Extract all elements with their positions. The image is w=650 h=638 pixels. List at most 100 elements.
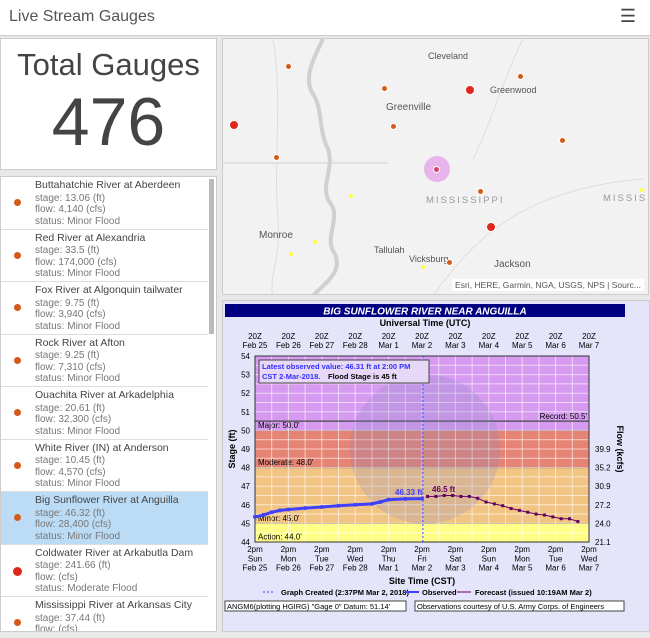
observed-point [353, 502, 358, 507]
map-attribution: Esri, HERE, Garmin, NGA, USGS, NPS | Sou… [452, 279, 644, 291]
gauge-marker[interactable] [486, 222, 496, 232]
y2-tick-label: 24.0 [595, 519, 611, 528]
bottom-tick-label: Mar 4 [479, 564, 500, 573]
bottom-tick-label: Mar 3 [445, 564, 466, 573]
gauge-stage: stage: 46.32 (ft) [35, 507, 106, 519]
gauge-marker[interactable] [465, 85, 475, 95]
observed-point [269, 510, 274, 515]
observed-point [378, 500, 383, 505]
gauge-marker[interactable] [477, 188, 484, 195]
gauge-status: status: Minor Flood [35, 425, 121, 437]
gauge-marker[interactable] [559, 137, 566, 144]
gauge-flow: flow: 4,140 (cfs) [35, 204, 106, 216]
observed-point [420, 496, 424, 501]
gauge-marker[interactable] [289, 252, 293, 256]
x-axis-label: Site Time (CST) [389, 576, 455, 586]
gauge-list-item[interactable]: Fox River at Algonquin tailwater stage: … [1, 282, 208, 335]
gauge-list-item[interactable]: Red River at Alexandria stage: 33.5 (ft)… [1, 230, 208, 282]
gauge-marker[interactable] [390, 123, 397, 130]
top-tick-label: Mar 6 [545, 341, 566, 350]
gauge-marker[interactable] [421, 265, 425, 269]
map-place-label: MISSISS [603, 193, 648, 204]
forecast-point [501, 504, 505, 508]
observed-point [278, 508, 283, 513]
map-rivers [223, 39, 644, 294]
bottom-tick-label: 2pm [481, 545, 497, 554]
map-view[interactable]: Cleveland Greenwood Greenville MISSISSIPPI M… [222, 38, 649, 295]
gauge-stage: stage: 33.5 (ft) [35, 245, 100, 257]
gauge-marker[interactable] [229, 120, 239, 130]
forecast-point [559, 517, 563, 521]
bottom-tick-label: Sat [449, 554, 462, 563]
gauge-marker[interactable] [313, 240, 317, 244]
gauge-status: status: Moderate Flood [35, 583, 138, 595]
gauge-marker[interactable] [381, 85, 388, 92]
gauge-flow: flow: (cfs) [35, 624, 78, 632]
plot-frame [254, 355, 590, 543]
top-tick-label: 20Z [348, 332, 362, 341]
hydrograph-panel: BIG SUNFLOWER RIVER NEAR ANGUILLA Univers… [222, 300, 650, 632]
gauge-marker[interactable] [285, 63, 292, 70]
gauge-marker[interactable] [349, 194, 353, 198]
top-tick-label: 20Z [582, 332, 596, 341]
top-tick-label: 20Z [315, 332, 329, 341]
total-gauges-panel: Total Gauges 476 [0, 38, 217, 170]
forecast-point [492, 502, 496, 506]
gauge-name: Buttahatchie River at Aberdeen [35, 179, 181, 191]
y-tick-label: 50 [241, 426, 250, 435]
gauge-status: status: Minor Flood [35, 373, 121, 385]
forecast-point [542, 513, 546, 517]
top-tick-label: 20Z [248, 332, 262, 341]
top-tick-label: Feb 28 [343, 341, 368, 350]
gauge-marker[interactable] [273, 154, 280, 161]
observed-point [386, 497, 391, 502]
status-dot-icon [14, 356, 21, 364]
gauge-list-item[interactable]: Mississippi River at Arkansas City stage… [1, 597, 208, 632]
gauge-list-item[interactable]: White River (IN) at Anderson stage: 10.4… [1, 440, 208, 492]
top-tick-label: Mar 1 [378, 341, 399, 350]
gauge-name: Big Sunflower River at Anguilla [35, 494, 179, 506]
gauge-marker[interactable] [433, 166, 440, 173]
y2-tick-label: 39.9 [595, 445, 611, 454]
bottom-tick-label: 2pm [581, 545, 597, 554]
y-tick-label: 54 [241, 352, 250, 361]
gauge-list-item[interactable]: Rock River at Afton stage: 9.25 (ft) flo… [1, 335, 208, 387]
bottom-tick-label: Feb 26 [276, 564, 301, 573]
latest-note-line2: CST 2-Mar-2018. [262, 372, 320, 381]
gauge-flow: flow: 3,940 (cfs) [35, 309, 106, 321]
observed-point [253, 514, 257, 519]
footer-left-box [224, 600, 407, 612]
y2-axis-label: Flow (kcfs) [615, 425, 625, 472]
forecast-point [568, 517, 572, 521]
legend-observed: Observed [422, 588, 457, 597]
status-dot-icon [14, 514, 21, 521]
hamburger-icon[interactable]: ☰ [619, 6, 636, 26]
status-dot-icon [14, 619, 21, 626]
gauge-list-item[interactable]: Big Sunflower River at Anguilla stage: 4… [1, 492, 208, 545]
gauge-marker[interactable] [517, 73, 524, 80]
gauge-status: status: Minor Flood [35, 215, 121, 227]
bottom-tick-label: Feb 27 [309, 564, 334, 573]
bottom-tick-label: Mar 7 [579, 564, 600, 573]
gauge-name: Coldwater River at Arkabutla Dam [35, 546, 194, 559]
bottom-tick-label: Mar 6 [545, 564, 566, 573]
gauge-list-item[interactable]: Ouachita River at Arkadelphia stage: 20.… [1, 387, 208, 440]
observed-point [319, 505, 324, 510]
bottom-tick-label: Feb 25 [243, 564, 268, 573]
forecast-point [517, 508, 521, 512]
top-tick-label: Feb 27 [309, 341, 334, 350]
gauge-list-item[interactable]: Buttahatchie River at Aberdeen stage: 13… [1, 177, 208, 230]
gauge-marker[interactable] [640, 188, 644, 192]
gauge-marker[interactable] [446, 259, 453, 266]
list-scrollbar[interactable] [209, 179, 214, 334]
gauge-list-item[interactable]: Coldwater River at Arkabutla Dam stage: … [1, 545, 208, 597]
bottom-tick-label: Mon [514, 554, 530, 563]
forecast-point [526, 510, 530, 514]
gauge-flow: flow: 28,400 (cfs) [35, 519, 112, 531]
y2-tick-label: 27.2 [595, 501, 611, 510]
gauge-status: status: Minor Flood [35, 478, 121, 490]
map-place-label: Monroe [259, 230, 293, 241]
observed-point [303, 506, 308, 511]
legend-forecast: Forecast (issued 10:19AM Mar 2) [475, 588, 592, 597]
top-tick-label: Feb 26 [276, 341, 301, 350]
